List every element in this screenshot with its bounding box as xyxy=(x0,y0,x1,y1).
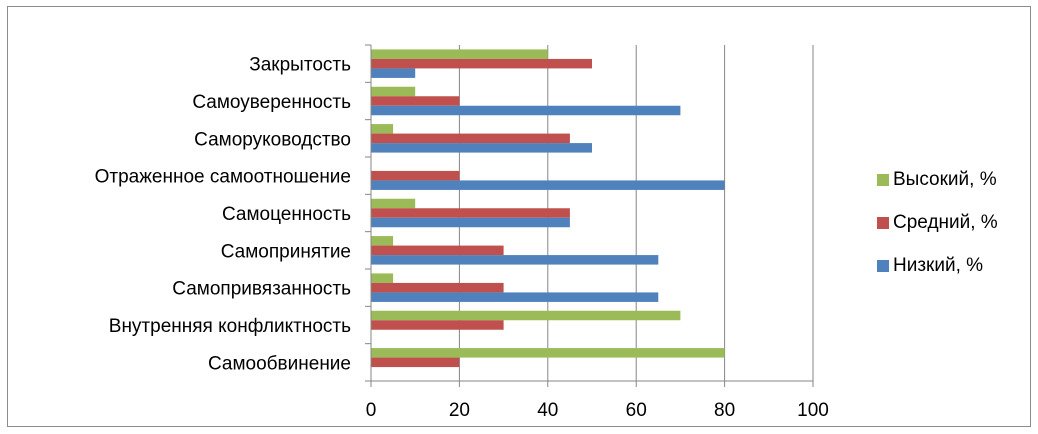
bar xyxy=(371,198,416,209)
legend-label: Высокий, % xyxy=(893,169,997,190)
x-tick-label: 100 xyxy=(797,400,829,421)
bar xyxy=(371,105,681,116)
legend-label: Низкий, % xyxy=(893,255,983,276)
bar xyxy=(371,208,570,218)
bar xyxy=(371,180,725,190)
legend: Высокий, % Средний, % Низкий, % xyxy=(877,169,998,276)
category-label: Самопривязанность xyxy=(172,279,351,300)
axes xyxy=(365,44,814,387)
bar xyxy=(371,292,659,302)
category-label: Самоценность xyxy=(222,204,351,225)
bar xyxy=(371,348,725,358)
x-tick-label: 0 xyxy=(366,400,377,421)
bar xyxy=(371,357,460,368)
bar xyxy=(371,68,416,78)
bar xyxy=(371,86,416,97)
bar xyxy=(371,124,394,134)
bar xyxy=(371,170,460,181)
category-label: Самообвинение xyxy=(208,353,351,374)
bar xyxy=(371,96,460,106)
bar xyxy=(371,282,504,293)
bar xyxy=(371,236,394,246)
x-tick-label: 60 xyxy=(626,400,647,421)
x-tick-label: 20 xyxy=(449,400,470,421)
x-tick-labels: 0 20 40 60 80 100 xyxy=(366,400,829,421)
x-tick-label: 80 xyxy=(714,400,735,421)
x-tick-label: 40 xyxy=(537,400,558,421)
bar xyxy=(371,49,548,59)
category-label: Закрытость xyxy=(249,55,351,76)
legend-swatch xyxy=(877,260,889,272)
bar xyxy=(371,255,659,265)
category-label: Внутренняя конфликтность xyxy=(109,316,351,337)
category-label: Отраженное самоотношение xyxy=(95,167,351,188)
bar xyxy=(371,143,592,153)
legend-swatch xyxy=(877,217,889,229)
category-label: Саморуководство xyxy=(194,129,351,150)
bars xyxy=(371,49,725,368)
bar xyxy=(371,245,504,256)
bar xyxy=(371,310,681,321)
category-label: Самопринятие xyxy=(221,241,351,262)
category-label: Самоуверенность xyxy=(192,92,351,113)
bar xyxy=(371,320,504,330)
bar xyxy=(371,58,592,69)
bar xyxy=(371,217,570,228)
legend-label: Средний, % xyxy=(893,212,998,233)
bar xyxy=(371,273,394,283)
category-labels: Закрытость Самоуверенность Саморуководство… xyxy=(95,55,351,375)
bar xyxy=(371,133,570,144)
legend-swatch xyxy=(877,174,889,186)
